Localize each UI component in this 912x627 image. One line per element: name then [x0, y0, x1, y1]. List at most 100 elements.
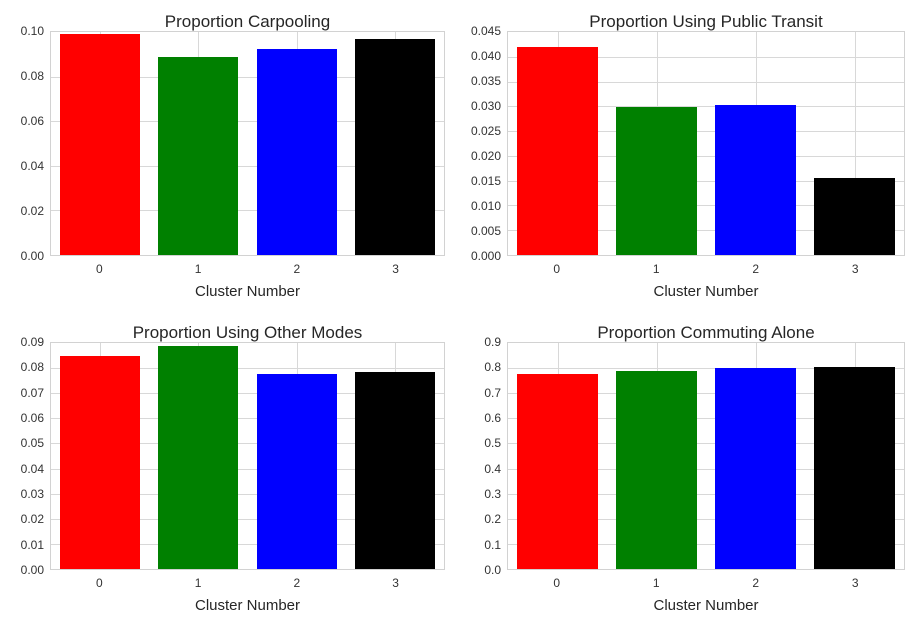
- bar-cluster-2: [715, 105, 796, 255]
- horizontal-gridline: [508, 155, 904, 157]
- y-tick-label: 0.035: [470, 74, 501, 88]
- horizontal-gridline: [51, 393, 444, 395]
- x-tick-label: 1: [194, 262, 202, 276]
- x-axis-label: Cluster Number: [653, 597, 759, 614]
- subplot-proportion-other-modes: Proportion Using Other Modes 0.00 0.01 0.0…: [0, 313, 456, 627]
- horizontal-gridline: [51, 493, 444, 495]
- plot-area: [507, 342, 905, 570]
- y-tick-label: 0.045: [470, 24, 501, 38]
- y-tick-label: 0.03: [20, 486, 44, 501]
- chart-title: Proportion Commuting Alone: [597, 323, 815, 343]
- horizontal-gridline: [51, 210, 444, 212]
- y-tick-label: 0.4: [484, 461, 501, 476]
- bar-cluster-2: [256, 374, 337, 569]
- horizontal-gridline: [508, 493, 904, 495]
- horizontal-gridline: [508, 418, 904, 420]
- x-axis-tick-labels: 0 1 2 3: [50, 570, 445, 596]
- horizontal-gridline: [508, 131, 904, 133]
- chart-title: Proportion Using Public Transit: [589, 12, 823, 32]
- horizontal-gridline: [51, 543, 444, 545]
- x-axis-label: Cluster Number: [653, 283, 759, 300]
- bar-cluster-1: [158, 56, 239, 255]
- horizontal-gridline: [508, 106, 904, 108]
- x-tick-label: 0: [96, 262, 103, 276]
- subplot-proportion-carpooling: Proportion Carpooling 0.00 0.02 0.04 0.06 0.…: [0, 0, 456, 313]
- x-tick-label: 2: [752, 262, 760, 276]
- horizontal-gridline: [51, 443, 444, 445]
- x-tick-label: 1: [194, 576, 202, 590]
- y-axis-tick-labels: 0.00 0.01 0.02 0.03 0.04 0.05 0.06 0.07 0.08 0.09: [0, 335, 50, 577]
- bar-cluster-3: [814, 366, 895, 569]
- x-tick-label: 3: [392, 576, 399, 590]
- y-tick-label: 0.015: [470, 173, 501, 188]
- x-axis-label: Cluster Number: [194, 597, 301, 614]
- y-tick-label: 0.020: [470, 149, 501, 163]
- horizontal-gridline: [508, 393, 904, 395]
- y-tick-label: 0.06: [20, 410, 44, 425]
- x-tick-label: 0: [96, 576, 103, 590]
- y-tick-label: 0.00: [20, 563, 44, 577]
- x-tick-label: 3: [851, 576, 859, 590]
- bar-cluster-1: [158, 345, 239, 569]
- y-tick-label: 0.00: [20, 249, 44, 263]
- bar-cluster-0: [517, 374, 598, 569]
- y-tick-label: 0.1: [484, 537, 501, 552]
- y-tick-label: 0.9: [484, 335, 501, 349]
- y-tick-label: 0.3: [484, 486, 501, 501]
- bar-cluster-3: [814, 178, 895, 255]
- bar-cluster-1: [616, 370, 697, 569]
- y-tick-label: 0.005: [470, 224, 501, 238]
- horizontal-gridline: [508, 368, 904, 370]
- chart-title: Proportion Using Other Modes: [132, 323, 363, 343]
- y-tick-label: 0.07: [20, 385, 44, 400]
- y-tick-label: 0.02: [20, 204, 44, 218]
- vertical-gridline: [854, 32, 856, 255]
- bar-cluster-0: [60, 34, 140, 255]
- plot-area: [50, 342, 445, 570]
- horizontal-gridline: [508, 56, 904, 58]
- bar-cluster-3: [354, 38, 435, 255]
- x-tick-label: 0: [553, 262, 561, 276]
- x-tick-label: 0: [553, 576, 561, 590]
- horizontal-gridline: [508, 468, 904, 470]
- horizontal-gridline: [508, 518, 904, 520]
- x-tick-label: 3: [851, 262, 859, 276]
- y-tick-label: 0.000: [470, 249, 501, 263]
- y-tick-label: 0.06: [20, 114, 44, 128]
- y-axis-tick-labels: 0.00 0.02 0.04 0.06 0.08 0.10: [0, 24, 50, 263]
- y-tick-label: 0.09: [20, 335, 44, 349]
- horizontal-gridline: [51, 76, 444, 78]
- horizontal-gridline: [508, 443, 904, 445]
- y-tick-label: 0.05: [20, 436, 44, 451]
- x-axis-label: Cluster Number: [194, 283, 301, 300]
- subplot-proportion-public-transit: Proportion Using Public Transit 0.000 0.0…: [456, 0, 912, 313]
- subplot-proportion-commuting-alone: Proportion Commuting Alone 0.0 0.1 0.2 0.3 0…: [456, 313, 912, 627]
- x-tick-label: 1: [652, 262, 660, 276]
- y-tick-label: 0.5: [484, 436, 501, 451]
- y-tick-label: 0.02: [20, 512, 44, 527]
- horizontal-gridline: [508, 205, 904, 207]
- x-tick-label: 3: [392, 262, 399, 276]
- y-tick-label: 0.04: [20, 159, 44, 173]
- y-tick-label: 0.8: [484, 360, 501, 375]
- y-tick-label: 0.040: [470, 49, 501, 63]
- plot-area: [507, 31, 905, 256]
- y-tick-label: 0.010: [470, 199, 501, 213]
- bar-cluster-2: [256, 48, 337, 255]
- x-axis-tick-labels: 0 1 2 3: [507, 256, 905, 282]
- horizontal-gridline: [51, 468, 444, 470]
- y-tick-label: 0.7: [484, 385, 501, 400]
- horizontal-gridline: [508, 230, 904, 232]
- x-tick-label: 2: [293, 576, 301, 590]
- horizontal-gridline: [51, 418, 444, 420]
- y-tick-label: 0.025: [470, 124, 501, 138]
- horizontal-gridline: [51, 121, 444, 123]
- x-axis-tick-labels: 0 1 2 3: [507, 570, 905, 596]
- bar-cluster-2: [715, 368, 796, 569]
- y-axis-tick-labels: 0.000 0.005 0.010 0.015 0.020 0.025 0.030 0.035…: [456, 24, 507, 263]
- y-tick-label: 0.030: [470, 98, 501, 113]
- x-axis-tick-labels: 0 1 2 3: [50, 256, 445, 282]
- bar-cluster-0: [517, 46, 598, 255]
- bar-cluster-0: [60, 355, 140, 569]
